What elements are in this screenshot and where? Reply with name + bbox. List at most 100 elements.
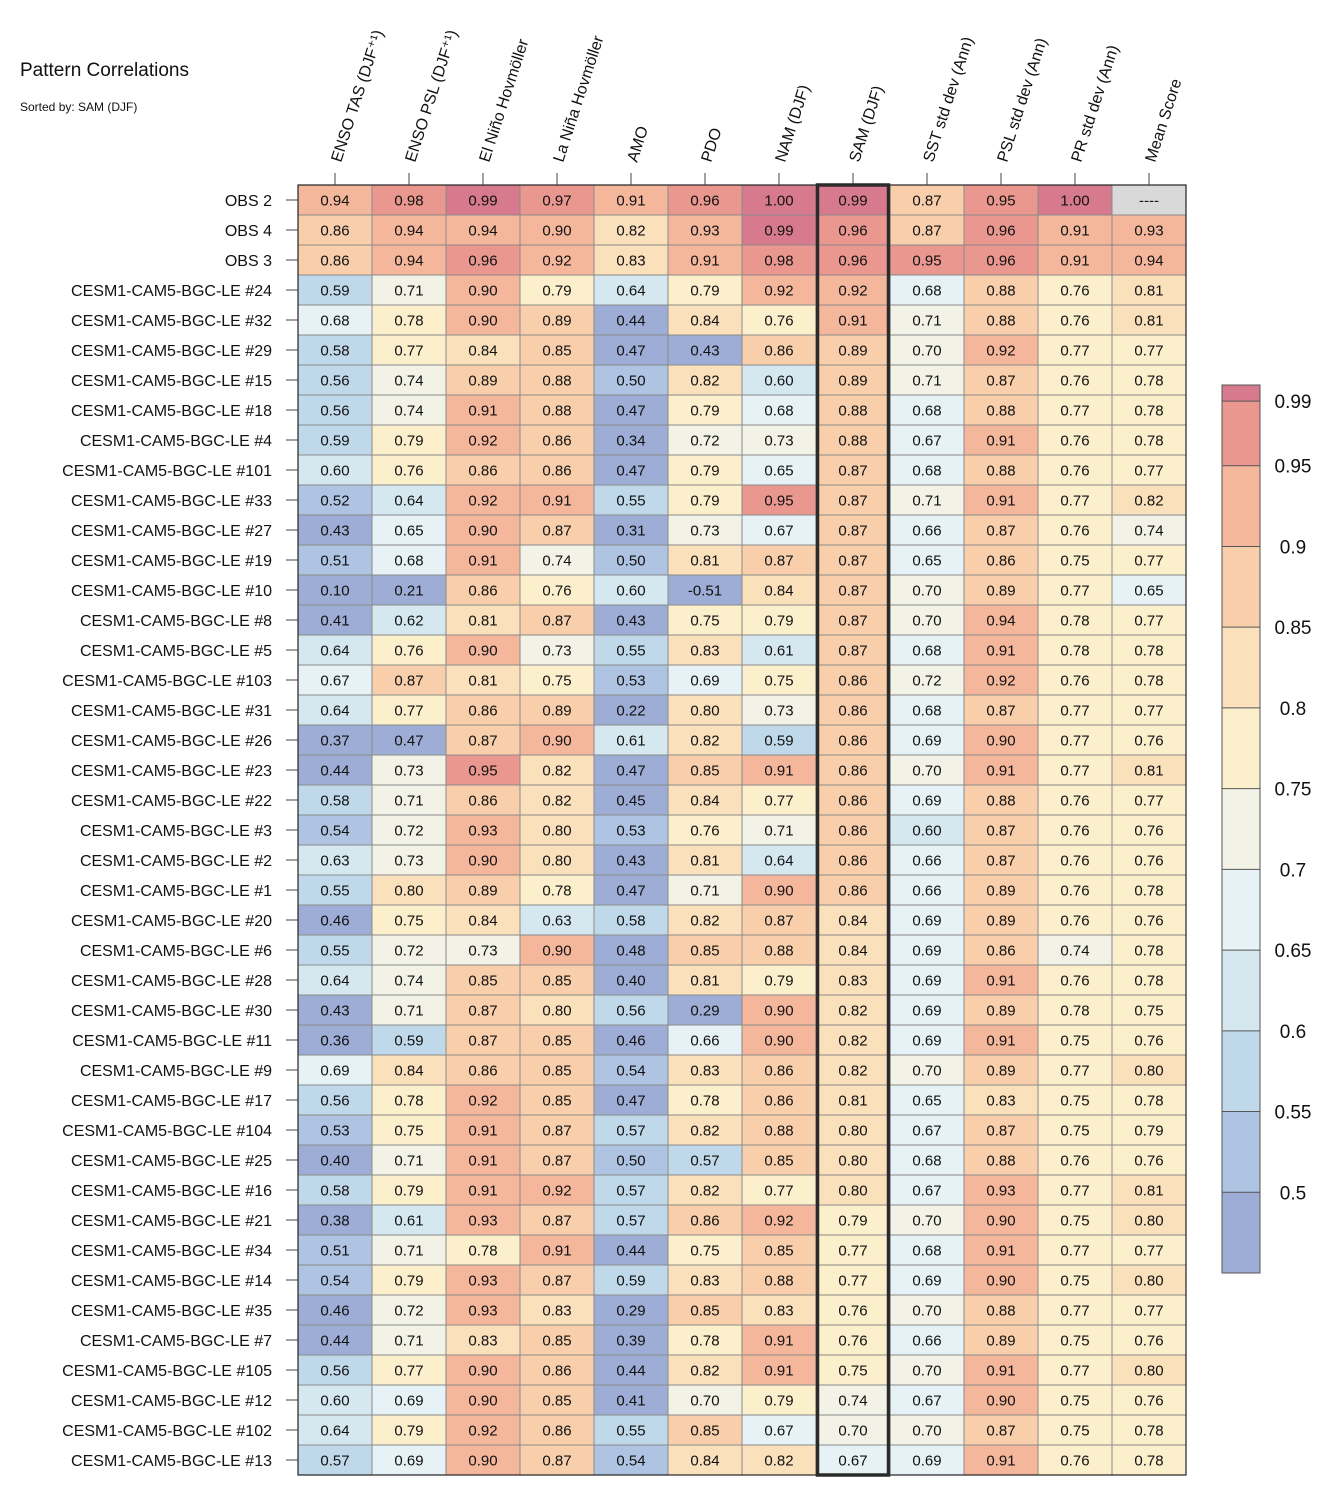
cell-obs-2-psl-std-dev-ann bbox=[964, 185, 1038, 215]
cell-value: 0.79 bbox=[394, 433, 423, 450]
cell-value: 0.89 bbox=[542, 703, 571, 720]
cell-cesm1-cam5-bgc-le-22-nam-djf bbox=[742, 785, 816, 815]
cell-cesm1-cam5-bgc-le-14-amo bbox=[594, 1265, 668, 1295]
cell-value: 0.92 bbox=[468, 493, 497, 510]
cell-cesm1-cam5-bgc-le-31-pdo bbox=[668, 695, 742, 725]
cell-cesm1-cam5-bgc-le-30-pr-std-dev-ann bbox=[1038, 995, 1112, 1025]
cell-value: 0.78 bbox=[690, 1093, 719, 1110]
cell-value: 0.88 bbox=[764, 1273, 793, 1290]
cell-value: 0.67 bbox=[764, 1423, 793, 1440]
cell-cesm1-cam5-bgc-le-5-sam-djf bbox=[816, 635, 890, 665]
cell-cesm1-cam5-bgc-le-7-pr-std-dev-ann bbox=[1038, 1325, 1112, 1355]
cell-value: 0.81 bbox=[838, 1093, 867, 1110]
cell-value: 0.72 bbox=[394, 1303, 423, 1320]
cell-cesm1-cam5-bgc-le-13-sam-djf bbox=[816, 1445, 890, 1475]
cell-value: 0.81 bbox=[690, 553, 719, 570]
cell-value: 0.90 bbox=[986, 1273, 1015, 1290]
cell-value: 0.95 bbox=[468, 763, 497, 780]
cell-cesm1-cam5-bgc-le-26-enso-psl-djf bbox=[372, 725, 446, 755]
cell-obs-4-nam-djf bbox=[742, 215, 816, 245]
cell-value: 0.82 bbox=[690, 913, 719, 930]
cell-value: 0.78 bbox=[1134, 433, 1163, 450]
row-label-cesm1-cam5-bgc-le-14: CESM1-CAM5-BGC-LE #14 bbox=[71, 1273, 272, 1290]
cell-cesm1-cam5-bgc-le-34-psl-std-dev-ann bbox=[964, 1235, 1038, 1265]
row-label-cesm1-cam5-bgc-le-26: CESM1-CAM5-BGC-LE #26 bbox=[71, 733, 272, 750]
cell-cesm1-cam5-bgc-le-13-enso-tas-djf bbox=[298, 1445, 372, 1475]
cell-cesm1-cam5-bgc-le-25-enso-tas-djf bbox=[298, 1145, 372, 1175]
cell-cesm1-cam5-bgc-le-26-pr-std-dev-ann bbox=[1038, 725, 1112, 755]
cell-obs-2-pdo bbox=[668, 185, 742, 215]
cell-value: 0.10 bbox=[320, 583, 349, 600]
cell-value: 0.88 bbox=[986, 403, 1015, 420]
cell-value: 0.53 bbox=[320, 1123, 349, 1140]
cell-cesm1-cam5-bgc-le-1-el-nin-o-hovmo-ller bbox=[446, 875, 520, 905]
cell-cesm1-cam5-bgc-le-35-mean-score bbox=[1112, 1295, 1186, 1325]
cell-cesm1-cam5-bgc-le-29-el-nin-o-hovmo-ller bbox=[446, 335, 520, 365]
cell-value: 0.85 bbox=[764, 1243, 793, 1260]
cell-cesm1-cam5-bgc-le-20-enso-tas-djf bbox=[298, 905, 372, 935]
cell-cesm1-cam5-bgc-le-14-sst-std-dev-ann bbox=[890, 1265, 964, 1295]
cell-value: 0.77 bbox=[838, 1273, 867, 1290]
cell-cesm1-cam5-bgc-le-21-la-nin-a-hovmo-ller bbox=[520, 1205, 594, 1235]
cell-value: 0.88 bbox=[764, 1123, 793, 1140]
cell-cesm1-cam5-bgc-le-105-psl-std-dev-ann bbox=[964, 1355, 1038, 1385]
cell-cesm1-cam5-bgc-le-18-amo bbox=[594, 395, 668, 425]
cell-cesm1-cam5-bgc-le-7-la-nin-a-hovmo-ller bbox=[520, 1325, 594, 1355]
cell-value: 0.47 bbox=[616, 763, 645, 780]
cell-value: 0.65 bbox=[764, 463, 793, 480]
cell-cesm1-cam5-bgc-le-16-la-nin-a-hovmo-ller bbox=[520, 1175, 594, 1205]
cell-value: 0.76 bbox=[838, 1303, 867, 1320]
cell-value: 0.75 bbox=[542, 673, 571, 690]
cell-value: 0.90 bbox=[468, 643, 497, 660]
cell-cesm1-cam5-bgc-le-21-mean-score bbox=[1112, 1205, 1186, 1235]
cell-cesm1-cam5-bgc-le-23-la-nin-a-hovmo-ller bbox=[520, 755, 594, 785]
cell-value: 0.77 bbox=[1060, 493, 1089, 510]
cell-cesm1-cam5-bgc-le-14-sam-djf bbox=[816, 1265, 890, 1295]
cell-value: 0.86 bbox=[320, 223, 349, 240]
column-label-enso-psl-djf: ENSO PSL (DJF⁺¹) bbox=[403, 28, 462, 164]
cell-cesm1-cam5-bgc-le-5-sst-std-dev-ann bbox=[890, 635, 964, 665]
cell-cesm1-cam5-bgc-le-29-enso-psl-djf bbox=[372, 335, 446, 365]
cell-cesm1-cam5-bgc-le-7-amo bbox=[594, 1325, 668, 1355]
cell-value: 0.76 bbox=[1060, 883, 1089, 900]
cell-cesm1-cam5-bgc-le-29-enso-tas-djf bbox=[298, 335, 372, 365]
cell-value: 0.91 bbox=[986, 493, 1015, 510]
cell-cesm1-cam5-bgc-le-7-enso-tas-djf bbox=[298, 1325, 372, 1355]
cell-cesm1-cam5-bgc-le-14-la-nin-a-hovmo-ller bbox=[520, 1265, 594, 1295]
cell-value: 0.92 bbox=[764, 1213, 793, 1230]
cell-value: 0.66 bbox=[690, 1033, 719, 1050]
cell-cesm1-cam5-bgc-le-13-sst-std-dev-ann bbox=[890, 1445, 964, 1475]
cell-value: 0.75 bbox=[1060, 1123, 1089, 1140]
cell-value: 0.79 bbox=[394, 1423, 423, 1440]
cell-value: 0.89 bbox=[986, 583, 1015, 600]
cell-value: 0.56 bbox=[320, 1363, 349, 1380]
cell-value: 0.78 bbox=[1134, 973, 1163, 990]
cell-cesm1-cam5-bgc-le-11-el-nin-o-hovmo-ller bbox=[446, 1025, 520, 1055]
cell-obs-4-enso-psl-djf bbox=[372, 215, 446, 245]
cell-value: 0.76 bbox=[1060, 913, 1089, 930]
cell-cesm1-cam5-bgc-le-102-amo bbox=[594, 1415, 668, 1445]
cell-value: 0.86 bbox=[838, 673, 867, 690]
cell-value: 0.76 bbox=[1060, 793, 1089, 810]
cell-cesm1-cam5-bgc-le-1-sst-std-dev-ann bbox=[890, 875, 964, 905]
colorbar-tick-label: 0.75 bbox=[1275, 780, 1312, 801]
cell-cesm1-cam5-bgc-le-30-el-nin-o-hovmo-ller bbox=[446, 995, 520, 1025]
cell-value: 0.86 bbox=[542, 433, 571, 450]
cell-cesm1-cam5-bgc-le-5-enso-psl-djf bbox=[372, 635, 446, 665]
cell-value: 0.70 bbox=[838, 1423, 867, 1440]
cell-value: 0.63 bbox=[542, 913, 571, 930]
cell-value: 0.92 bbox=[468, 1093, 497, 1110]
cell-cesm1-cam5-bgc-le-16-el-nin-o-hovmo-ller bbox=[446, 1175, 520, 1205]
colorbar: 0.5 0.55 0.6 0.65 0.7 0.75 0.8 0.85 0.9 0.95 0.99 bbox=[1221, 384, 1312, 1274]
cell-cesm1-cam5-bgc-le-2-pdo bbox=[668, 845, 742, 875]
cell-value: 0.69 bbox=[912, 913, 941, 930]
cell-cesm1-cam5-bgc-le-20-la-nin-a-hovmo-ller bbox=[520, 905, 594, 935]
cell-cesm1-cam5-bgc-le-31-sam-djf bbox=[816, 695, 890, 725]
cell-value: 0.75 bbox=[394, 1123, 423, 1140]
cell-cesm1-cam5-bgc-le-24-la-nin-a-hovmo-ller bbox=[520, 275, 594, 305]
cell-value: 0.71 bbox=[394, 1333, 423, 1350]
cell-value: 0.67 bbox=[764, 523, 793, 540]
cell-cesm1-cam5-bgc-le-4-pr-std-dev-ann bbox=[1038, 425, 1112, 455]
cell-cesm1-cam5-bgc-le-23-pr-std-dev-ann bbox=[1038, 755, 1112, 785]
cell-value: 0.77 bbox=[1060, 703, 1089, 720]
